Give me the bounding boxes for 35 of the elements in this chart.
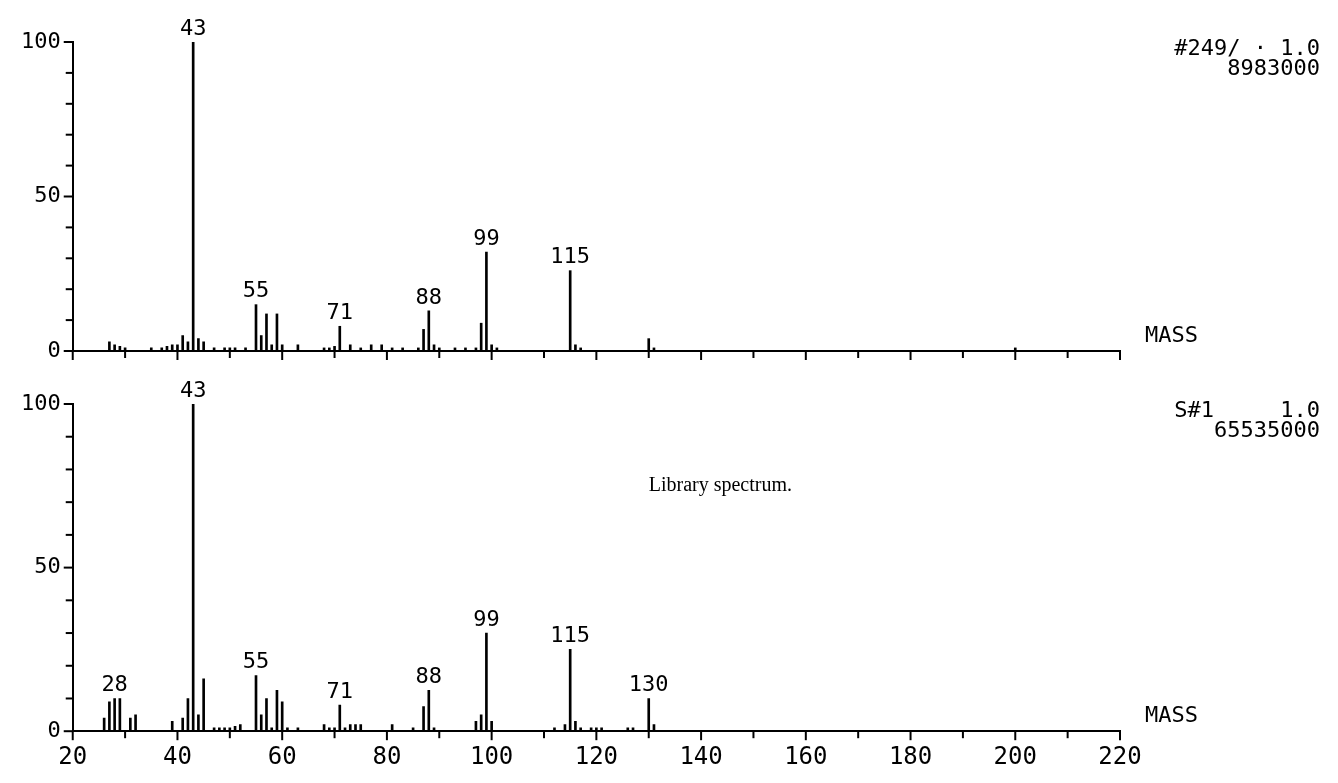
annotation: 55 [242, 277, 270, 303]
text: #249/ · 1.0 [1174, 34, 1320, 60]
annotation: 99 [473, 224, 500, 250]
annotation: 88 [415, 283, 443, 309]
annotation: 43 [179, 376, 207, 402]
x-tick-label: 100 [469, 741, 514, 770]
annotation: 99 [473, 605, 500, 631]
x-tick-label: 220 [1098, 741, 1142, 770]
x-tick-label: 140 [679, 741, 723, 770]
x-tick-label: 160 [784, 741, 828, 770]
y-tick-label: 0 [47, 336, 61, 362]
annotation: 115 [550, 243, 591, 269]
x-tick-label: 20 [58, 741, 88, 770]
x-axis-title: MASS [1145, 701, 1198, 727]
annotation: 88 [415, 663, 443, 689]
annotation: 71 [326, 677, 354, 703]
annotation: 28 [101, 671, 128, 697]
annotation: 115 [550, 622, 591, 648]
annotation: 71 [326, 299, 354, 324]
text: Library spectrum. [648, 473, 793, 497]
x-tick-label: 200 [993, 741, 1037, 770]
y-tick-label: 100 [20, 389, 61, 415]
y-tick-label: 100 [20, 27, 61, 53]
y-tick-label: 50 [34, 182, 61, 208]
y-tick-label: 50 [34, 553, 61, 579]
y-tick-label: 0 [47, 716, 61, 742]
annotation: 55 [242, 648, 270, 674]
annotation: 43 [179, 14, 207, 40]
x-tick-label: 60 [267, 741, 297, 770]
x-axis-title: MASS [1145, 321, 1198, 347]
x-tick-label: 180 [888, 741, 933, 770]
annotation: 130 [628, 671, 669, 697]
x-tick-label: 40 [163, 741, 192, 770]
x-tick-label: 80 [372, 741, 402, 770]
x-tick-label: 120 [574, 741, 619, 770]
